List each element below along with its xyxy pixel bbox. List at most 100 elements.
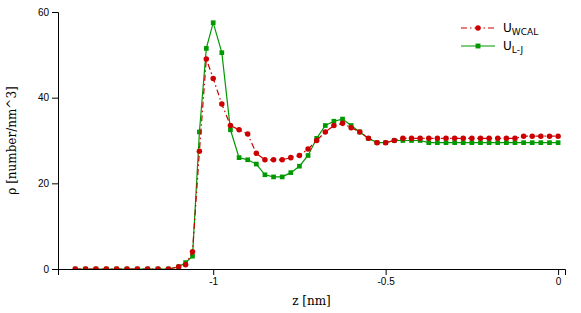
point [504, 136, 510, 142]
point [297, 153, 303, 159]
point [125, 267, 130, 269]
tick: 20 [38, 178, 58, 189]
series-line [75, 59, 558, 269]
point [211, 20, 216, 25]
point [288, 170, 293, 175]
point [305, 146, 311, 152]
point [204, 46, 209, 51]
point [124, 266, 130, 269]
tick-label: -1 [209, 276, 218, 287]
axis-line [52, 13, 59, 270]
tick: 0 [556, 269, 562, 287]
point [538, 133, 544, 139]
chart: -1 -0.5 0 0 20 40 60 z [nm] ρ [number/nm^3] UWCAL… [0, 0, 581, 313]
point [392, 138, 398, 144]
point [166, 266, 172, 269]
point [452, 136, 458, 142]
tick-mark [386, 269, 387, 275]
series [73, 20, 561, 269]
series-line [75, 23, 558, 269]
point [556, 140, 561, 145]
point [176, 264, 182, 269]
tick-mark [52, 269, 58, 270]
point [197, 148, 203, 154]
point [190, 249, 196, 255]
point [435, 136, 441, 142]
point [104, 267, 109, 269]
point [83, 267, 88, 269]
tick: 60 [38, 7, 58, 18]
point [104, 266, 110, 269]
tick: -0.5 [378, 269, 396, 287]
point [114, 266, 120, 269]
point [417, 136, 423, 142]
point [219, 50, 224, 55]
point [392, 138, 397, 143]
plot: -1 -0.5 0 0 20 40 60 z [nm] ρ [number/nm^3] UWCAL… [5, 7, 566, 308]
point [254, 151, 260, 157]
point [271, 175, 276, 180]
point [400, 136, 406, 142]
point [426, 136, 432, 142]
point [236, 127, 242, 133]
point [271, 157, 277, 163]
point [366, 136, 371, 141]
point [357, 130, 362, 135]
point [374, 140, 380, 146]
point [340, 121, 346, 127]
point [145, 267, 150, 269]
y-axis-title: ρ [number/nm^3] [5, 86, 19, 194]
point [176, 265, 181, 269]
point [156, 267, 161, 269]
point [245, 131, 251, 137]
point [547, 133, 553, 139]
tick-label: 40 [38, 92, 50, 103]
point [530, 140, 535, 145]
legend-marker [476, 44, 481, 49]
point [495, 136, 501, 142]
point [155, 266, 161, 269]
tick-label: 60 [38, 7, 50, 18]
point [331, 123, 337, 129]
legend: UWCALUL-J [461, 21, 538, 55]
point [263, 172, 268, 177]
point [366, 136, 372, 142]
tick: 40 [38, 92, 58, 103]
point [166, 267, 171, 269]
point [237, 155, 242, 160]
y-axis: 0 20 40 60 [38, 7, 59, 275]
point [254, 162, 259, 167]
point [383, 140, 388, 145]
tick-label: -0.5 [378, 276, 396, 287]
tick-mark [213, 269, 214, 275]
point [288, 155, 294, 161]
point [72, 266, 78, 269]
point [409, 136, 415, 142]
tick-label: 0 [556, 276, 562, 287]
x-axis-title: z [nm] [292, 294, 331, 308]
point [114, 267, 119, 269]
point [486, 136, 492, 142]
point [183, 262, 189, 268]
tick: 0 [43, 264, 58, 275]
point [348, 125, 354, 131]
point [357, 129, 363, 135]
point [375, 140, 380, 145]
point [73, 267, 78, 269]
point [280, 175, 285, 180]
point [204, 56, 210, 62]
series-area [72, 20, 560, 269]
tick-mark [52, 12, 58, 13]
axis-line [59, 270, 566, 276]
point [83, 266, 89, 269]
point [135, 267, 140, 269]
tick: -1 [209, 269, 218, 287]
point [529, 133, 535, 139]
point [135, 266, 141, 269]
point [314, 138, 320, 144]
point [94, 267, 99, 269]
point [521, 133, 527, 139]
point [297, 164, 302, 169]
legend-item: UL-J [461, 39, 523, 55]
point [478, 136, 484, 142]
